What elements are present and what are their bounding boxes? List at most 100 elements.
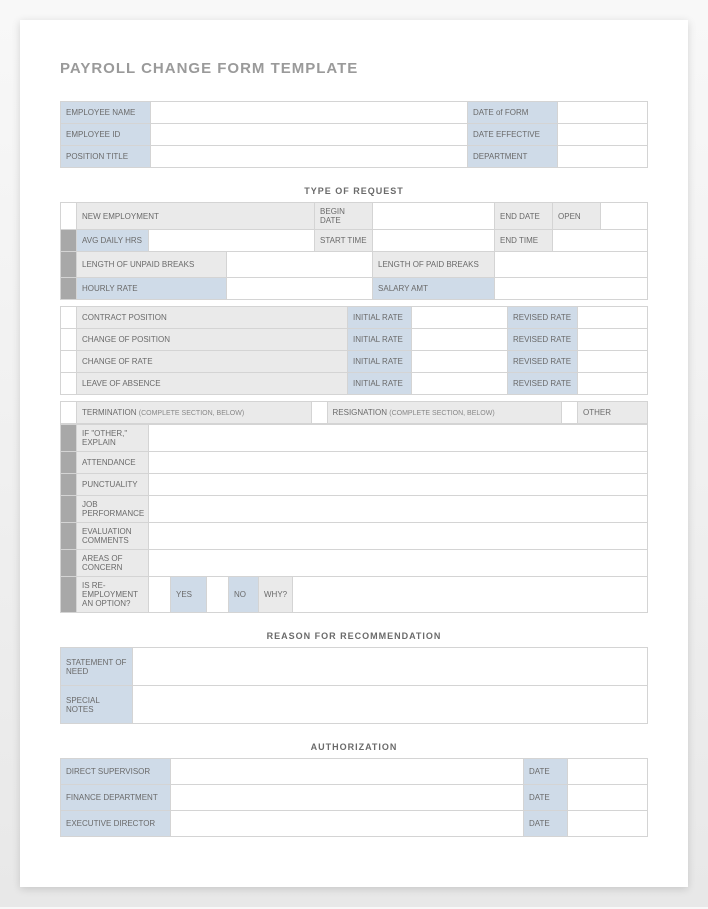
text-termination-sub: (COMPLETE SECTION, BELOW)	[139, 410, 244, 417]
field-salary-amt[interactable]	[495, 278, 648, 300]
spacer-dark-1	[61, 230, 77, 252]
field-revised-rate-4[interactable]	[578, 373, 648, 395]
label-punctuality: PUNCTUALITY	[77, 474, 149, 496]
label-position-title: POSITION TITLE	[61, 146, 151, 168]
request-table-4: IF "OTHER," EXPLAIN ATTENDANCE PUNCTUALI…	[60, 424, 648, 613]
checkbox-yes[interactable]	[149, 577, 171, 613]
field-hourly-rate[interactable]	[227, 278, 373, 300]
reason-table: STATEMENT OF NEED SPECIAL NOTES	[60, 647, 648, 724]
label-date-effective: DATE EFFECTIVE	[468, 124, 558, 146]
checkbox-termination[interactable]	[61, 402, 77, 424]
field-punctuality[interactable]	[149, 474, 648, 496]
label-date-of-form: DATE of FORM	[468, 102, 558, 124]
request-table-3: TERMINATION (COMPLETE SECTION, BELOW) RE…	[60, 401, 648, 424]
checkbox-change-of-rate[interactable]	[61, 351, 77, 373]
checkbox-leave-of-absence[interactable]	[61, 373, 77, 395]
field-employee-id[interactable]	[151, 124, 468, 146]
field-start-time[interactable]	[373, 230, 495, 252]
checkbox-new-employment[interactable]	[61, 203, 77, 230]
label-why: WHY?	[259, 577, 293, 613]
checkbox-change-of-position[interactable]	[61, 329, 77, 351]
field-end-time[interactable]	[553, 230, 648, 252]
label-begin-date: BEGIN DATE	[315, 203, 373, 230]
field-length-unpaid[interactable]	[227, 252, 373, 278]
field-date-1[interactable]	[568, 759, 648, 785]
label-leave-of-absence: LEAVE OF ABSENCE	[77, 373, 348, 395]
label-revised-rate-4: REVISED RATE	[508, 373, 578, 395]
label-attendance: ATTENDANCE	[77, 452, 149, 474]
field-statement[interactable]	[133, 648, 648, 686]
spacer-dark-10	[61, 577, 77, 613]
label-initial-rate-3: INITIAL RATE	[348, 351, 412, 373]
label-date-3: DATE	[524, 811, 568, 837]
label-if-other: IF "OTHER," EXPLAIN	[77, 425, 149, 452]
field-attendance[interactable]	[149, 452, 648, 474]
spacer-dark-4	[61, 425, 77, 452]
field-position-title[interactable]	[151, 146, 468, 168]
field-department[interactable]	[558, 146, 648, 168]
field-direct-supervisor[interactable]	[171, 759, 524, 785]
field-areas-of-concern[interactable]	[149, 550, 648, 577]
checkbox-contract-position[interactable]	[61, 307, 77, 329]
label-date-1: DATE	[524, 759, 568, 785]
field-date-2[interactable]	[568, 785, 648, 811]
field-initial-rate-4[interactable]	[412, 373, 508, 395]
field-executive-director[interactable]	[171, 811, 524, 837]
label-hourly-rate: HOURLY RATE	[77, 278, 227, 300]
spacer-dark-7	[61, 496, 77, 523]
label-reemployment: IS RE-EMPLOYMENT AN OPTION?	[77, 577, 149, 613]
field-initial-rate-2[interactable]	[412, 329, 508, 351]
spacer-dark-9	[61, 550, 77, 577]
label-termination: TERMINATION (COMPLETE SECTION, BELOW)	[77, 402, 312, 424]
field-begin-date[interactable]	[373, 203, 495, 230]
field-date-of-form[interactable]	[558, 102, 648, 124]
field-date-3[interactable]	[568, 811, 648, 837]
label-initial-rate-1: INITIAL RATE	[348, 307, 412, 329]
text-resignation: RESIGNATION	[333, 408, 388, 417]
label-length-unpaid: LENGTH OF UNPAID BREAKS	[77, 252, 227, 278]
checkbox-other[interactable]	[562, 402, 578, 424]
field-finance-department[interactable]	[171, 785, 524, 811]
field-why[interactable]	[293, 577, 648, 613]
form-title: PAYROLL CHANGE FORM TEMPLATE	[60, 60, 648, 77]
label-revised-rate-1: REVISED RATE	[508, 307, 578, 329]
label-revised-rate-3: REVISED RATE	[508, 351, 578, 373]
section-type-of-request: TYPE OF REQUEST	[60, 186, 648, 196]
field-revised-rate-3[interactable]	[578, 351, 648, 373]
label-direct-supervisor: DIRECT SUPERVISOR	[61, 759, 171, 785]
label-evaluation-comments: EVALUATION COMMENTS	[77, 523, 149, 550]
spacer-dark-5	[61, 452, 77, 474]
label-special-notes: SPECIAL NOTES	[61, 686, 133, 724]
label-initial-rate-4: INITIAL RATE	[348, 373, 412, 395]
label-employee-name: EMPLOYEE NAME	[61, 102, 151, 124]
field-special-notes[interactable]	[133, 686, 648, 724]
field-revised-rate-1[interactable]	[578, 307, 648, 329]
field-avg-daily-hrs[interactable]	[149, 230, 315, 252]
label-new-employment: NEW EMPLOYMENT	[77, 203, 315, 230]
label-statement: STATEMENT OF NEED	[61, 648, 133, 686]
checkbox-resignation[interactable]	[311, 402, 327, 424]
label-avg-daily-hrs: AVG DAILY HRS	[77, 230, 149, 252]
field-end-date[interactable]	[601, 203, 648, 230]
field-date-effective[interactable]	[558, 124, 648, 146]
field-initial-rate-1[interactable]	[412, 307, 508, 329]
field-revised-rate-2[interactable]	[578, 329, 648, 351]
label-salary-amt: SALARY AMT	[373, 278, 495, 300]
header-table: EMPLOYEE NAME DATE of FORM EMPLOYEE ID D…	[60, 101, 648, 168]
label-yes: YES	[171, 577, 207, 613]
field-initial-rate-3[interactable]	[412, 351, 508, 373]
label-date-2: DATE	[524, 785, 568, 811]
field-if-other[interactable]	[149, 425, 648, 452]
label-contract-position: CONTRACT POSITION	[77, 307, 348, 329]
label-employee-id: EMPLOYEE ID	[61, 124, 151, 146]
spacer-dark-8	[61, 523, 77, 550]
label-change-of-rate: CHANGE OF RATE	[77, 351, 348, 373]
field-employee-name[interactable]	[151, 102, 468, 124]
field-job-performance[interactable]	[149, 496, 648, 523]
field-evaluation-comments[interactable]	[149, 523, 648, 550]
section-reason: REASON FOR RECOMMENDATION	[60, 631, 648, 641]
label-end-time: END TIME	[495, 230, 553, 252]
checkbox-no[interactable]	[207, 577, 229, 613]
field-length-paid[interactable]	[495, 252, 648, 278]
text-termination: TERMINATION	[82, 408, 137, 417]
